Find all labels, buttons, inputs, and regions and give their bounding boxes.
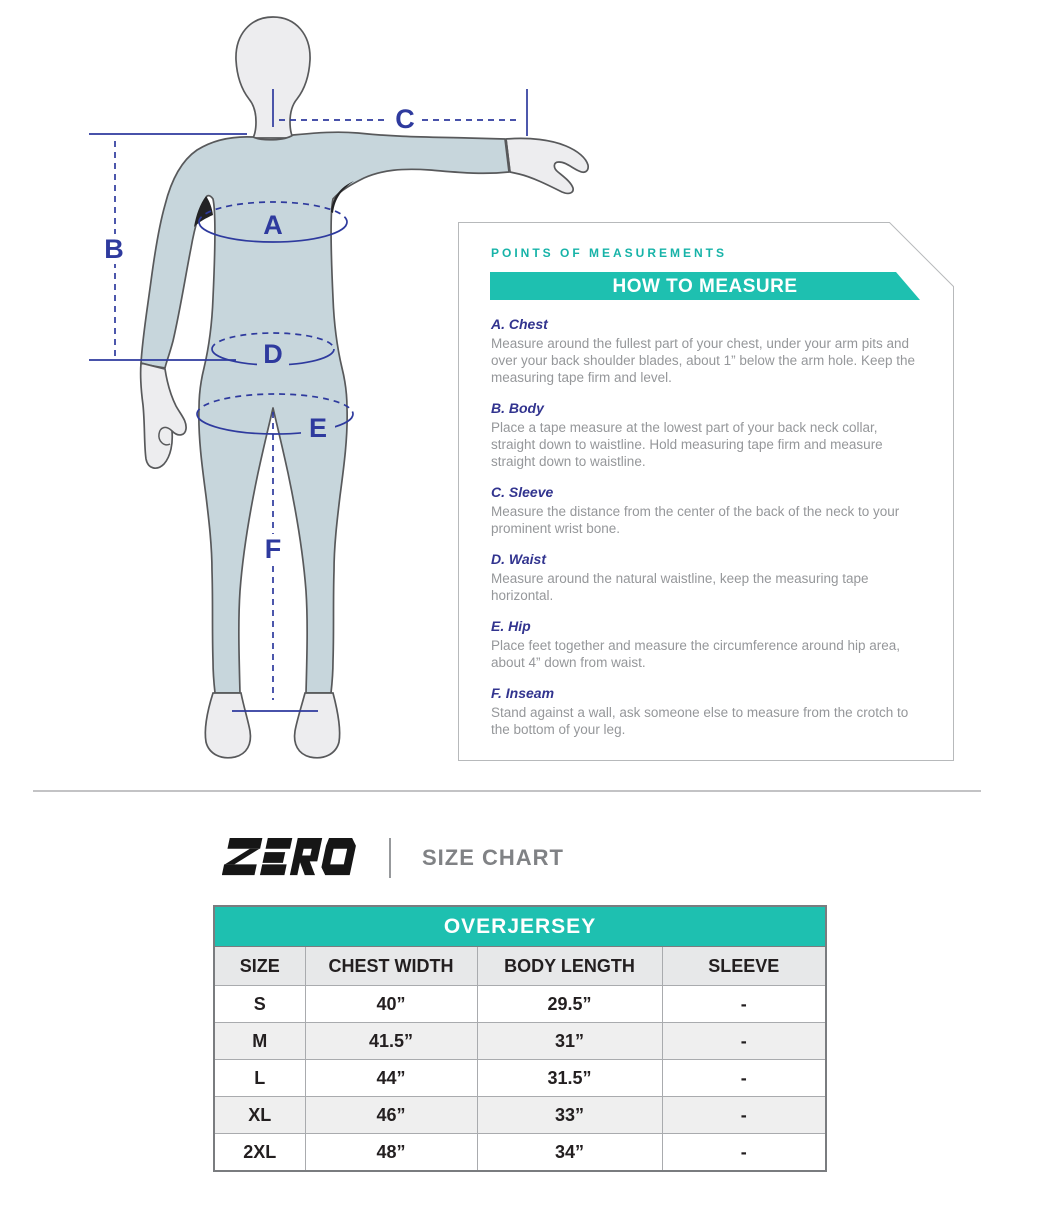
cell-chest-width: 44”: [304, 1059, 478, 1097]
measure-section: C. Sleeve Measure the distance from the …: [491, 484, 920, 537]
size-table-row: 2XL 48” 34” -: [213, 1133, 827, 1172]
measure-section-text: Stand against a wall, ask someone else t…: [491, 705, 909, 737]
measure-section-label: D. Waist: [491, 551, 546, 567]
cell-sleeve: -: [661, 1133, 827, 1172]
cell-size: L: [213, 1059, 306, 1097]
cell-size: 2XL: [213, 1133, 306, 1172]
table-column-header: CHEST WIDTH: [304, 946, 478, 986]
measure-section: A. Chest Measure around the fullest part…: [491, 316, 920, 386]
measure-label-waist: D: [263, 339, 283, 369]
table-column-header: SLEEVE: [661, 946, 827, 986]
measure-section-label: E. Hip: [491, 618, 531, 634]
measure-label-chest: A: [263, 210, 283, 240]
cell-size: XL: [213, 1096, 306, 1134]
measure-instructions: A. Chest Measure around the fullest part…: [491, 316, 920, 738]
measure-label-body: B: [104, 234, 124, 264]
table-product-header: OVERJERSEY: [214, 906, 827, 947]
cell-size: S: [213, 985, 306, 1023]
cell-body-length: 29.5”: [476, 985, 663, 1023]
panel-border: [458, 222, 954, 761]
waist-measure-ellipse-back: [211, 332, 335, 350]
table-column-header-row: SIZE CHEST WIDTH BODY LENGTH SLEEVE: [213, 946, 827, 986]
measure-section: B. Body Place a tape measure at the lowe…: [491, 400, 920, 470]
cell-body-length: 34”: [476, 1133, 663, 1172]
measure-section-text: Measure around the fullest part of your …: [491, 336, 916, 385]
left-thumb-line: [158, 426, 173, 446]
cell-chest-width: 46”: [304, 1096, 478, 1134]
measure-section-label: C. Sleeve: [491, 484, 554, 500]
measure-section-label: B. Body: [491, 400, 544, 416]
measure-section-text: Measure around the natural waistline, ke…: [491, 571, 869, 603]
logo-divider: [389, 837, 391, 878]
size-chart-title: SIZE CHART: [422, 844, 564, 870]
zero-logo: [222, 837, 356, 876]
measure-label-hip: E: [309, 413, 327, 443]
measure-section: E. Hip Place feet together and measure t…: [491, 618, 920, 671]
chest-measure-ellipse-back: [198, 201, 348, 223]
size-table: OVERJERSEY SIZE CHEST WIDTH BODY LENGTH SLE…: [213, 905, 828, 1172]
cell-sleeve: -: [661, 1022, 827, 1060]
table-column-header: SIZE: [213, 946, 306, 986]
hip-measure-ellipse-front: [196, 413, 354, 435]
measure-section: F. Inseam Stand against a wall, ask some…: [491, 685, 920, 738]
hip-measure-ellipse-back: [196, 393, 354, 415]
right-foot: [293, 692, 341, 759]
left-foot: [204, 692, 252, 759]
brand-row: SIZE CHART: [222, 836, 564, 879]
measure-section: D. Waist Measure around the natural wais…: [491, 551, 920, 604]
cell-chest-width: 40”: [304, 985, 478, 1023]
measure-section-text: Place a tape measure at the lowest part …: [491, 420, 883, 469]
cell-body-length: 33”: [476, 1096, 663, 1134]
body-measurement-diagram: A B C D E F: [89, 16, 589, 759]
how-to-measure-banner: HOW TO MEASURE: [490, 272, 920, 300]
how-to-measure-panel: POINTS OF MEASUREMENTS HOW TO MEASURE A.…: [458, 222, 954, 761]
size-table-row: S 40” 29.5” -: [213, 985, 827, 1023]
body-silhouette: [140, 131, 510, 694]
how-to-measure-title: HOW TO MEASURE: [612, 276, 798, 297]
right-cuff-line: [505, 138, 511, 173]
cell-sleeve: -: [661, 1059, 827, 1097]
cell-size: M: [213, 1022, 306, 1060]
head: [235, 16, 311, 139]
size-table-row: M 41.5” 31” -: [213, 1022, 827, 1060]
right-hand: [505, 137, 589, 195]
points-of-measurements-label: POINTS OF MEASUREMENTS: [491, 246, 728, 260]
cell-body-length: 31”: [476, 1022, 663, 1060]
right-armpit-shadow: [331, 181, 354, 213]
size-table-row: L 44” 31.5” -: [213, 1059, 827, 1097]
size-table-row: XL 46” 33” -: [213, 1096, 827, 1134]
table-column-header: BODY LENGTH: [476, 946, 663, 986]
measure-section-label: F. Inseam: [491, 685, 555, 701]
measure-label-sleeve: C: [395, 104, 415, 134]
cell-chest-width: 48”: [304, 1133, 478, 1172]
cell-chest-width: 41.5”: [304, 1022, 478, 1060]
cell-body-length: 31.5”: [476, 1059, 663, 1097]
measure-section-text: Place feet together and measure the circ…: [491, 638, 900, 670]
section-divider: [33, 790, 981, 792]
measure-label-inseam: F: [265, 534, 282, 564]
left-hand: [139, 362, 187, 469]
chest-measure-ellipse-front: [198, 221, 348, 243]
measure-section-label: A. Chest: [491, 316, 548, 332]
cell-sleeve: -: [661, 985, 827, 1023]
measure-section-text: Measure the distance from the center of …: [491, 504, 900, 536]
left-armpit-shadow: [194, 196, 213, 227]
cell-sleeve: -: [661, 1096, 827, 1134]
